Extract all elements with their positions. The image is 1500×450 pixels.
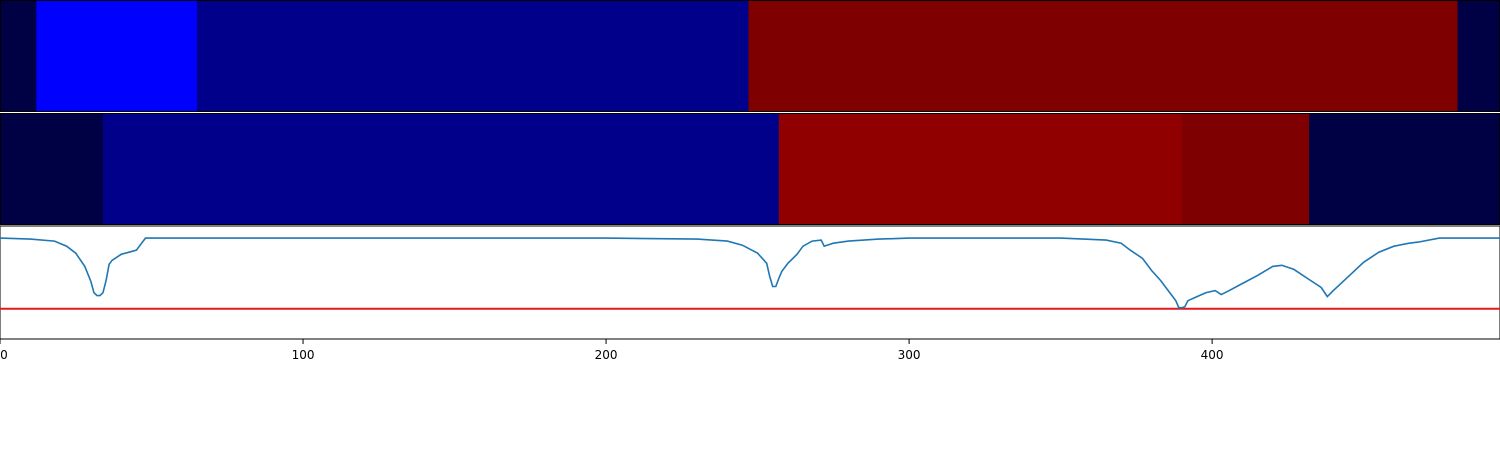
series-line: [0, 237, 1500, 309]
x-tick-label: 200: [595, 348, 618, 362]
heatmap-row-2: [0, 113, 1500, 225]
heatmap-cell: [778, 113, 1183, 225]
heatmap-cell: [1309, 113, 1500, 225]
heatmap-cell: [748, 0, 1459, 112]
heatmap-cell: [196, 0, 749, 112]
line-panel: [0, 225, 1500, 340]
heatmap-cell: [0, 0, 37, 112]
x-tick-label: 100: [292, 348, 315, 362]
heatmap-cell: [103, 113, 780, 225]
heatmap-rows: [0, 0, 1500, 225]
x-tick-label: 400: [1201, 348, 1224, 362]
heatmap-cell: [36, 0, 198, 112]
x-axis: 0 100 200 300 400: [0, 339, 1224, 362]
x-tick-label: 300: [898, 348, 921, 362]
line-panel-frame: [0, 225, 1500, 340]
heatmap-row-1: [0, 0, 1500, 112]
x-tick-label: 0: [0, 348, 8, 362]
heatmap-cell: [0, 113, 104, 225]
heatmap-cell: [1457, 0, 1500, 112]
heatmap-cell: [1181, 113, 1310, 225]
